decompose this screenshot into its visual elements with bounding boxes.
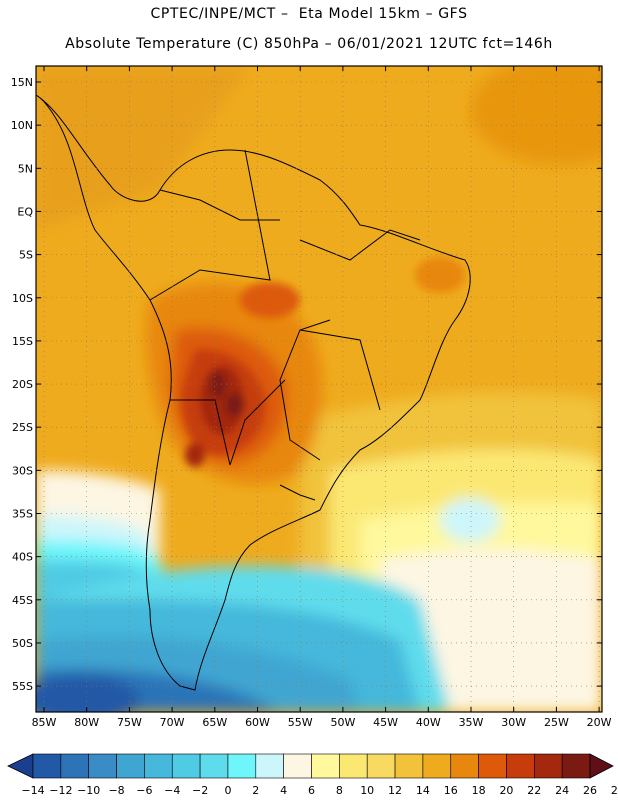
colorbar-label: −10	[77, 784, 100, 797]
lat-label: 5N	[18, 162, 33, 175]
colorbar-cell	[227, 753, 257, 779]
colorbar-cell	[561, 753, 591, 779]
colorbar-cell	[533, 753, 563, 779]
colorbar-label: −2	[192, 784, 208, 797]
colorbar-cell	[366, 753, 396, 779]
colorbar-cell	[32, 753, 62, 779]
colorbar-cell	[255, 753, 284, 779]
colorbar-label: −6	[136, 784, 152, 797]
colorbar-cell	[144, 753, 173, 779]
lon-label: 25W	[544, 716, 569, 729]
title-line-2: Absolute Temperature (C) 850hPa – 06/01/…	[65, 36, 553, 52]
colorbar-label: 8	[336, 784, 343, 797]
colorbar-cell	[88, 753, 117, 779]
colorbar-label: 10	[360, 784, 374, 797]
lon-label: 45W	[373, 716, 398, 729]
colorbar-label: 16	[444, 784, 458, 797]
colorbar-label: 24	[555, 784, 569, 797]
map-frame	[35, 65, 603, 713]
lat-label: 55S	[12, 680, 33, 693]
title-line-1: CPTEC/INPE/MCT – Eta Model 15km – GFS	[150, 6, 468, 22]
colorbar-label: −12	[49, 784, 72, 797]
colorbar-arrow-low	[7, 753, 34, 779]
lat-label: 15N	[11, 76, 33, 89]
colorbar-cell	[506, 753, 535, 779]
colorbar-label: 0	[224, 784, 231, 797]
lon-label: 35W	[459, 716, 484, 729]
lon-label: 60W	[245, 716, 270, 729]
colorbar-cell	[450, 753, 479, 779]
lon-label: 75W	[117, 716, 142, 729]
colorbar-label: 22	[527, 784, 541, 797]
colorbar-cell	[171, 753, 201, 779]
colorbar-label: 2	[252, 784, 259, 797]
lon-label: 85W	[32, 716, 57, 729]
lon-label: 55W	[288, 716, 313, 729]
lat-label: 10S	[12, 292, 33, 305]
lon-label: 20W	[587, 716, 612, 729]
colorbar-label: −14	[21, 784, 44, 797]
lat-label: 20S	[12, 378, 33, 391]
lat-label: 25S	[12, 421, 33, 434]
lon-label: 30W	[501, 716, 526, 729]
colorbar-cell	[311, 753, 340, 779]
lon-label: 40W	[416, 716, 441, 729]
colorbar-cell	[60, 753, 89, 779]
colorbar-label: 14	[416, 784, 430, 797]
lat-label: 10N	[11, 119, 33, 132]
lat-label: 5S	[19, 249, 33, 262]
colorbar-cell	[339, 753, 368, 779]
colorbar-label: 18	[472, 784, 486, 797]
colorbar-arrow-high	[589, 753, 614, 779]
lat-label: 45S	[12, 594, 33, 607]
lat-label: EQ	[17, 205, 33, 218]
lat-label: 15S	[12, 335, 33, 348]
colorbar-cell	[199, 753, 229, 779]
colorbar-label: 12	[388, 784, 402, 797]
colorbar-label: 6	[308, 784, 315, 797]
colorbar-cell	[394, 753, 424, 779]
colorbar-label: −4	[164, 784, 180, 797]
lon-label: 50W	[330, 716, 355, 729]
colorbar-label: −8	[108, 784, 124, 797]
lon-label: 80W	[74, 716, 99, 729]
lat-label: 50S	[12, 637, 33, 650]
colorbar-label: 26	[583, 784, 597, 797]
lat-label: 35S	[12, 508, 33, 521]
colorbar-label: 4	[280, 784, 287, 797]
colorbar-label: 20	[499, 784, 513, 797]
lat-label: 40S	[12, 551, 33, 564]
lon-label: 70W	[160, 716, 185, 729]
lat-label: 30S	[12, 464, 33, 477]
colorbar-cell	[283, 753, 312, 779]
lon-label: 65W	[202, 716, 227, 729]
colorbar-cell	[422, 753, 452, 779]
colorbar-cell	[116, 753, 145, 779]
colorbar-label: 28	[611, 784, 618, 797]
colorbar-cell	[478, 753, 507, 779]
